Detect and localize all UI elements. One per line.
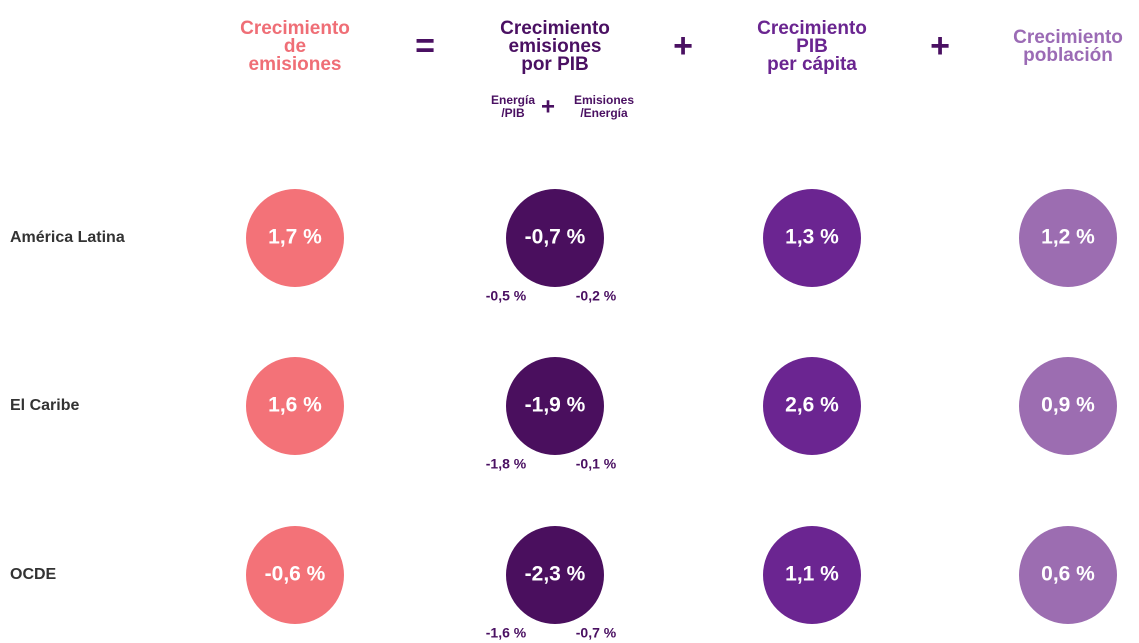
- column-header: emisiones: [249, 54, 342, 75]
- value-circle: [763, 357, 861, 455]
- operator: +: [930, 27, 950, 65]
- value-label: -2,3 %: [525, 563, 586, 586]
- sub-operator: +: [541, 93, 555, 120]
- component-value: -0,5 %: [486, 288, 527, 304]
- column-header: población: [1023, 45, 1113, 66]
- value-label: 1,1 %: [785, 563, 839, 586]
- operator: +: [673, 27, 693, 65]
- column-header: Crecimiento: [757, 18, 867, 39]
- value-circle: [246, 357, 344, 455]
- sub-header: /PIB: [501, 106, 525, 120]
- column-header: per cápita: [767, 54, 857, 75]
- value-label: -0,7 %: [525, 226, 586, 249]
- component-value: -1,6 %: [486, 625, 527, 641]
- value-circle: [246, 189, 344, 287]
- row-label: América Latina: [10, 229, 125, 246]
- row-label: El Caribe: [10, 397, 79, 414]
- value-circle: [1019, 357, 1117, 455]
- value-circle: [246, 526, 344, 624]
- column-header: Crecimiento: [500, 18, 610, 39]
- sub-header: Emisiones: [574, 93, 634, 107]
- value-label: 1,2 %: [1041, 226, 1095, 249]
- value-label: 2,6 %: [785, 394, 839, 417]
- component-value: -0,1 %: [576, 456, 617, 472]
- component-value: -0,2 %: [576, 288, 617, 304]
- component-value: -0,7 %: [576, 625, 617, 641]
- component-value: -1,8 %: [486, 456, 527, 472]
- value-label: 0,9 %: [1041, 394, 1095, 417]
- value-circle: [763, 189, 861, 287]
- sub-header: Energía: [491, 93, 535, 107]
- operator: =: [415, 27, 435, 65]
- value-label: 1,3 %: [785, 226, 839, 249]
- column-header: por PIB: [521, 54, 589, 75]
- column-header: de: [284, 36, 306, 57]
- value-circle: [506, 526, 604, 624]
- value-circle: [1019, 189, 1117, 287]
- row-label: OCDE: [10, 566, 57, 583]
- sub-header: /Energía: [580, 106, 628, 120]
- column-header: emisiones: [509, 36, 602, 57]
- value-circle: [1019, 526, 1117, 624]
- value-circle: [763, 526, 861, 624]
- value-label: -0,6 %: [265, 563, 326, 586]
- column-header: PIB: [796, 36, 828, 57]
- value-label: -1,9 %: [525, 394, 586, 417]
- value-circle: [506, 189, 604, 287]
- value-label: 1,7 %: [268, 226, 322, 249]
- value-circle: [506, 357, 604, 455]
- column-header: Crecimiento: [1013, 27, 1123, 48]
- value-label: 1,6 %: [268, 394, 322, 417]
- value-label: 0,6 %: [1041, 563, 1095, 586]
- column-header: Crecimiento: [240, 18, 350, 39]
